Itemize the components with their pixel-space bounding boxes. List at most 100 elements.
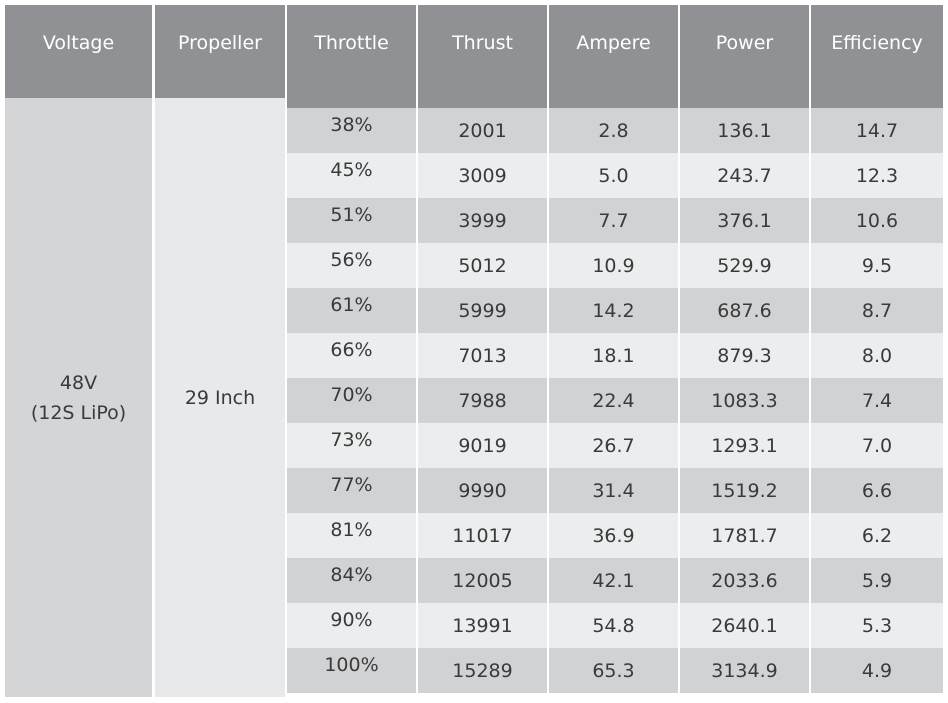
column-divider <box>809 153 811 198</box>
column-divider <box>809 423 811 468</box>
ampere-cell: 26.7 <box>592 434 635 457</box>
power-cell: 243.7 <box>717 164 772 187</box>
ampere-cell: 31.4 <box>592 479 635 502</box>
column-divider <box>547 288 549 333</box>
power-cell: 1293.1 <box>711 434 778 457</box>
power-cell: 1781.7 <box>711 524 778 547</box>
ampere-cell: 42.1 <box>592 569 635 592</box>
thrust-cell: 9990 <box>458 479 507 502</box>
thrust-cell: 3009 <box>458 164 507 187</box>
column-divider <box>809 333 811 378</box>
ampere-cell: 18.1 <box>592 344 635 367</box>
table-row: 70% 7988 22.4 1083.3 7.4 <box>287 378 943 423</box>
throttle-cell: 66% <box>330 338 373 361</box>
thrust-cell: 2001 <box>458 119 507 142</box>
column-divider <box>547 468 549 513</box>
power-cell: 3134.9 <box>711 659 778 682</box>
column-divider <box>809 468 811 513</box>
column-divider <box>416 468 418 513</box>
column-divider <box>547 513 549 558</box>
header-throttle: Throttle <box>287 5 416 108</box>
ampere-cell: 5.0 <box>598 164 629 187</box>
throttle-cell: 45% <box>330 158 373 181</box>
column-divider <box>547 648 549 693</box>
column-divider <box>547 378 549 423</box>
column-divider <box>547 243 549 288</box>
column-divider <box>416 423 418 468</box>
ampere-cell: 65.3 <box>592 659 635 682</box>
thrust-cell: 11017 <box>452 524 513 547</box>
ampere-cell: 14.2 <box>592 299 635 322</box>
column-divider <box>416 648 418 693</box>
header-voltage: Voltage <box>5 5 152 98</box>
column-divider <box>416 333 418 378</box>
propeller-value: 29 Inch <box>184 386 256 409</box>
voltage-battery: (12S LiPo) <box>30 401 127 424</box>
header-power: Power <box>680 5 809 108</box>
propeller-cell: 29 Inch <box>155 98 285 697</box>
power-cell: 2640.1 <box>711 614 778 637</box>
column-divider <box>547 558 549 603</box>
column-divider <box>678 378 680 423</box>
ampere-cell: 10.9 <box>592 254 635 277</box>
column-divider <box>678 603 680 648</box>
table-row: 51% 3999 7.7 376.1 10.6 <box>287 198 943 243</box>
thrust-cell: 7988 <box>458 389 507 412</box>
ampere-cell: 22.4 <box>592 389 635 412</box>
column-divider <box>678 558 680 603</box>
efficiency-cell: 6.2 <box>861 524 893 547</box>
thrust-cell: 13991 <box>452 614 513 637</box>
thrust-cell: 5012 <box>458 254 507 277</box>
power-cell: 687.6 <box>717 299 772 322</box>
efficiency-cell: 5.9 <box>861 569 893 592</box>
table-row: 90% 13991 54.8 2640.1 5.3 <box>287 603 943 648</box>
ampere-cell: 2.8 <box>598 119 629 142</box>
column-divider <box>416 513 418 558</box>
efficiency-cell: 6.6 <box>861 479 893 502</box>
header-ampere: Ampere <box>549 5 678 108</box>
power-cell: 2033.6 <box>711 569 778 592</box>
header-thrust: Thrust <box>418 5 547 108</box>
column-divider <box>678 648 680 693</box>
column-divider <box>809 513 811 558</box>
column-divider <box>809 603 811 648</box>
header-propeller: Propeller <box>155 5 285 98</box>
power-cell: 529.9 <box>717 254 772 277</box>
thrust-cell: 7013 <box>458 344 507 367</box>
column-divider <box>678 513 680 558</box>
column-divider <box>809 198 811 243</box>
column-divider <box>678 108 680 153</box>
column-divider <box>678 288 680 333</box>
ampere-cell: 36.9 <box>592 524 635 547</box>
table-body: 38% 2001 2.8 136.1 14.7 45% 3009 5.0 243.7 12.3 51… <box>287 108 943 693</box>
efficiency-cell: 12.3 <box>855 164 899 187</box>
column-divider <box>678 243 680 288</box>
column-divider <box>678 333 680 378</box>
column-divider <box>547 153 549 198</box>
throttle-cell: 77% <box>330 473 373 496</box>
thrust-cell: 12005 <box>452 569 513 592</box>
throttle-cell: 84% <box>330 563 373 586</box>
efficiency-cell: 10.6 <box>855 209 899 232</box>
column-divider <box>416 288 418 333</box>
table-row: 100% 15289 65.3 3134.9 4.9 <box>287 648 943 693</box>
table-header: Voltage Propeller Throttle Thrust Ampere… <box>5 5 943 108</box>
column-divider <box>416 558 418 603</box>
column-divider <box>809 558 811 603</box>
column-divider <box>678 423 680 468</box>
table-row: 56% 5012 10.9 529.9 9.5 <box>287 243 943 288</box>
table-row: 45% 3009 5.0 243.7 12.3 <box>287 153 943 198</box>
thrust-cell: 3999 <box>458 209 507 232</box>
table-row: 61% 5999 14.2 687.6 8.7 <box>287 288 943 333</box>
table-row: 84% 12005 42.1 2033.6 5.9 <box>287 558 943 603</box>
thrust-cell: 5999 <box>458 299 507 322</box>
efficiency-cell: 7.0 <box>861 434 893 457</box>
column-divider <box>416 198 418 243</box>
column-divider <box>547 333 549 378</box>
efficiency-cell: 14.7 <box>855 119 899 142</box>
column-divider <box>678 198 680 243</box>
column-divider <box>809 243 811 288</box>
column-divider <box>547 423 549 468</box>
column-divider <box>547 603 549 648</box>
column-divider <box>416 603 418 648</box>
